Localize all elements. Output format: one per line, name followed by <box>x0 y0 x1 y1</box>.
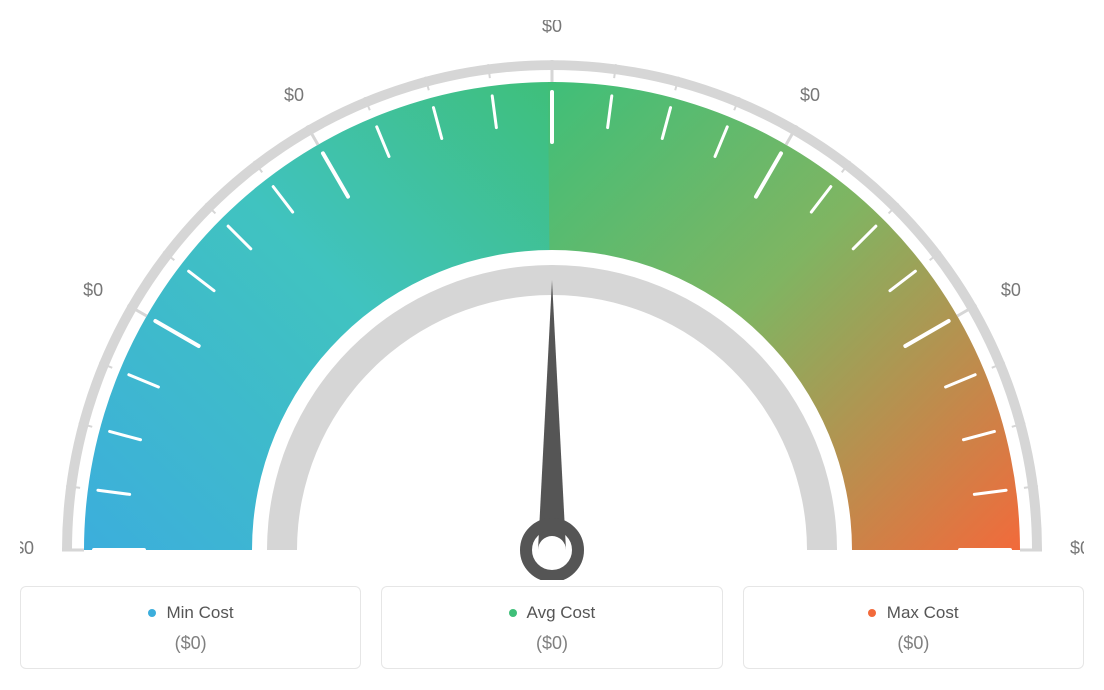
svg-text:$0: $0 <box>20 538 34 558</box>
legend-value-max: ($0) <box>756 633 1071 654</box>
legend-value-avg: ($0) <box>394 633 709 654</box>
gauge-chart: $0 $0 $0 $0 $0 $0 $0 <box>20 20 1084 580</box>
legend-title-max: Max Cost <box>756 603 1071 623</box>
legend-dot-max <box>868 609 876 617</box>
cost-gauge-widget: $0 $0 $0 $0 $0 $0 $0 Min Cost ($0) Avg Cost ($… <box>20 20 1084 669</box>
svg-text:$0: $0 <box>542 20 562 36</box>
svg-text:$0: $0 <box>284 85 304 105</box>
legend-row: Min Cost ($0) Avg Cost ($0) Max Cost ($0… <box>20 586 1084 669</box>
svg-text:$0: $0 <box>1001 280 1021 300</box>
legend-value-min: ($0) <box>33 633 348 654</box>
legend-title-min: Min Cost <box>33 603 348 623</box>
legend-label-avg: Avg Cost <box>527 603 596 622</box>
legend-label-min: Min Cost <box>166 603 233 622</box>
legend-dot-min <box>148 609 156 617</box>
svg-text:$0: $0 <box>1070 538 1084 558</box>
legend-title-avg: Avg Cost <box>394 603 709 623</box>
legend-card-max: Max Cost ($0) <box>743 586 1084 669</box>
svg-text:$0: $0 <box>83 280 103 300</box>
legend-card-avg: Avg Cost ($0) <box>381 586 722 669</box>
legend-dot-avg <box>509 609 517 617</box>
legend-card-min: Min Cost ($0) <box>20 586 361 669</box>
legend-label-max: Max Cost <box>887 603 959 622</box>
svg-text:$0: $0 <box>800 85 820 105</box>
